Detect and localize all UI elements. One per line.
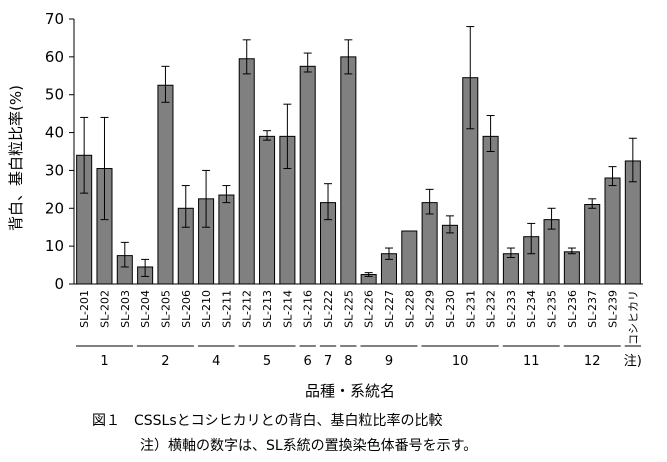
bar-SL-232 xyxy=(482,135,499,285)
y-tick-label-10: 10 xyxy=(45,237,64,255)
bar-SL-233 xyxy=(502,253,519,285)
y-tick-label-30: 30 xyxy=(45,161,64,179)
bar-SL-212 xyxy=(238,58,255,285)
x-tick-label-SL-214: SL-214 xyxy=(281,290,294,328)
x-tick-label-SL-226: SL-226 xyxy=(363,290,376,328)
x-tick-label-SL-239: SL-239 xyxy=(607,290,620,328)
x-tick-label-SL-205: SL-205 xyxy=(159,290,172,328)
group-label-5: 5 xyxy=(263,354,271,369)
y-tick-label-40: 40 xyxy=(45,124,64,142)
y-tick-labels: 0 10 20 30 40 50 60 70 xyxy=(45,10,64,293)
bar-SL-230 xyxy=(441,224,458,285)
group-label-9: 9 xyxy=(385,354,393,369)
x-tick-labels: SL-201 SL-202 SL-203 SL-204 SL-205 SL-206 SL-2… xyxy=(78,290,640,345)
bar-SL-216 xyxy=(299,65,316,285)
x-tick-label-SL-222: SL-222 xyxy=(322,290,335,328)
bar-SL-239 xyxy=(604,177,621,285)
group-brackets: 1 2 4 5 6 7 8 9 10 11 12 注) xyxy=(76,345,642,369)
group-label-2: 2 xyxy=(161,354,169,369)
x-tick-label-SL-206: SL-206 xyxy=(180,290,193,328)
x-tick-label-SL-233: SL-233 xyxy=(505,290,518,328)
bar-chart: 0 10 20 30 40 50 60 70 SL-201 SL-202 SL-203 SL-204… xyxy=(7,10,643,400)
group-label-7: 7 xyxy=(324,354,332,369)
group-label-12: 12 xyxy=(584,354,601,369)
x-tick-label-SL-229: SL-229 xyxy=(424,290,437,328)
x-tick-label-SL-216: SL-216 xyxy=(302,290,315,328)
figure-caption-title: 図１ CSSLsとコシヒカリとの背白、基白粒比率の比較 xyxy=(92,413,443,429)
x-tick-label-SL-225: SL-225 xyxy=(342,290,355,328)
x-tick-label-SL-210: SL-210 xyxy=(200,290,213,328)
y-tick-label-70: 70 xyxy=(45,10,64,28)
group-label-8: 8 xyxy=(344,354,352,369)
bar-SL-225 xyxy=(340,56,357,285)
x-tick-label-SL-237: SL-237 xyxy=(586,290,599,328)
x-tick-label-SL-230: SL-230 xyxy=(444,290,457,328)
y-tick-label-50: 50 xyxy=(45,86,64,104)
x-axis-label: 品種・系統名 xyxy=(305,382,395,400)
y-tick-label-60: 60 xyxy=(45,48,64,66)
x-tick-label-SL-203: SL-203 xyxy=(119,290,132,328)
x-tick-label-SL-213: SL-213 xyxy=(261,290,274,328)
x-tick-label-SL-227: SL-227 xyxy=(383,290,396,328)
x-tick-label-SL-235: SL-235 xyxy=(546,290,559,328)
error-bars-layer xyxy=(80,26,637,277)
y-tick-label-0: 0 xyxy=(54,275,64,293)
group-label-6: 6 xyxy=(304,354,312,369)
bar-SL-205 xyxy=(157,84,174,285)
x-tick-label-SL-232: SL-232 xyxy=(485,290,498,328)
group-label-注): 注) xyxy=(624,354,642,369)
bar-SL-228 xyxy=(401,230,418,285)
group-label-10: 10 xyxy=(452,354,469,369)
bar-SL-237 xyxy=(584,204,601,285)
bars-layer xyxy=(76,56,641,285)
x-tick-label-SL-211: SL-211 xyxy=(220,290,233,328)
group-label-11: 11 xyxy=(523,354,540,369)
bar-SL-213 xyxy=(259,135,276,285)
axes-layer xyxy=(69,18,643,285)
y-axis-label: 背白、基白粒比率(%) xyxy=(7,85,25,231)
x-tick-label-SL-236: SL-236 xyxy=(566,290,579,328)
x-tick-label-SL-231: SL-231 xyxy=(464,290,477,328)
x-tick-label-SL-228: SL-228 xyxy=(403,290,416,328)
x-tick-label-SL-204: SL-204 xyxy=(139,290,152,328)
bar-SL-236 xyxy=(563,251,580,285)
x-tick-label-SL-212: SL-212 xyxy=(241,290,254,328)
group-label-1: 1 xyxy=(100,354,108,369)
x-tick-label-SL-202: SL-202 xyxy=(98,290,111,328)
group-label-4: 4 xyxy=(212,354,220,369)
figure-caption-note: 注）横軸の数字は、SL系統の置換染色体番号を示す。 xyxy=(140,438,478,454)
x-tick-label-SL-234: SL-234 xyxy=(525,290,538,328)
y-tick-label-20: 20 xyxy=(45,199,64,217)
x-tick-label-コシヒカリ: コシヒカリ xyxy=(627,290,640,345)
bar-SL-229 xyxy=(421,202,438,285)
x-tick-label-SL-201: SL-201 xyxy=(78,290,91,328)
bar-SL-211 xyxy=(218,194,235,285)
